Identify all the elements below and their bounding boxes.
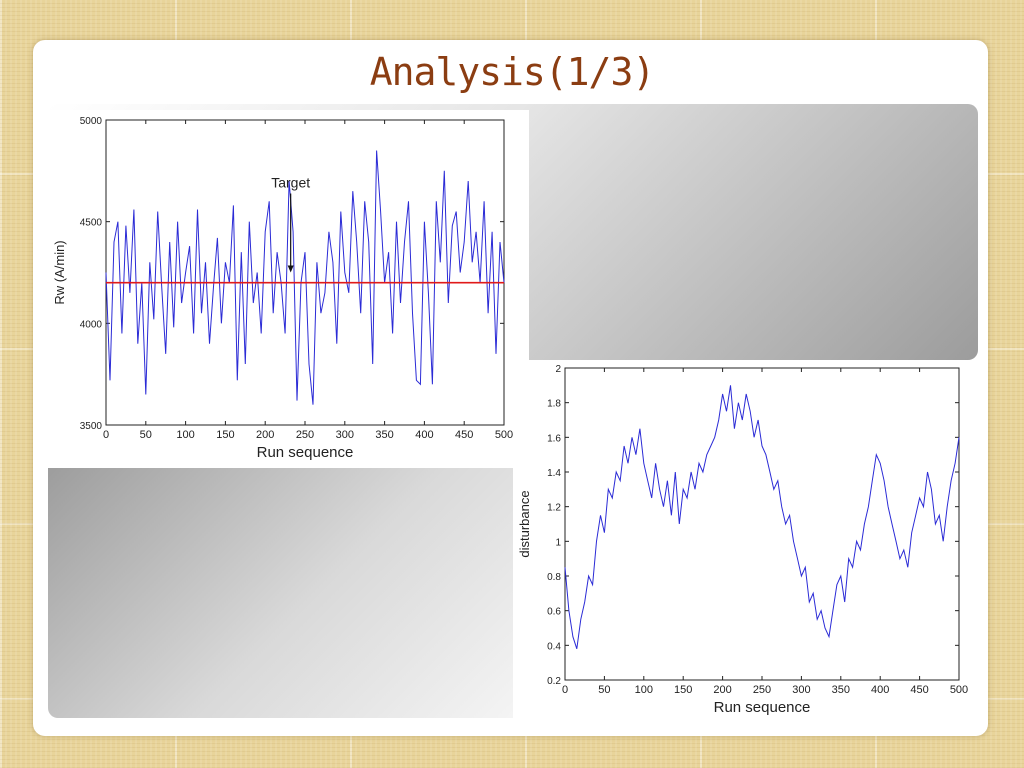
chart0-series-line-0 <box>105 150 505 405</box>
chart1-x-tick-label: 150 <box>674 684 692 696</box>
chart1-y-tick-label: 1.4 <box>547 468 561 479</box>
chart0-x-tick-label: 0 <box>103 429 109 441</box>
gradient-panel-bottom-left <box>48 468 513 718</box>
chart1-y-tick-label: 1.6 <box>547 433 561 444</box>
chart1-y-tick-label: 1.8 <box>547 399 561 410</box>
chart0-y-tick-label: 3500 <box>80 421 103 432</box>
chart1-y-tick-label: 0.2 <box>547 676 561 687</box>
chart0-x-tick-label: 500 <box>495 429 513 441</box>
chart0-y-tick-label: 4000 <box>80 319 103 330</box>
rw-chart-frame: 0 50 100 150 200 250 300 350 400 450 500 3500 4000 45… <box>48 110 529 468</box>
chart1-y-tick-label: 0.6 <box>547 607 561 618</box>
chart0-x-tick-label: 50 <box>140 429 152 441</box>
chart0-x-tick-label: 250 <box>296 429 314 441</box>
chart1-plot-frame <box>564 367 960 681</box>
chart0-x-tick-label: 150 <box>216 429 234 441</box>
chart1-x-tick-label: 500 <box>950 684 968 696</box>
chart1-x-tick-label: 300 <box>792 684 810 696</box>
rw-chart: 0 50 100 150 200 250 300 350 400 450 500 3500 4000 45… <box>52 116 513 461</box>
chart0-annotation-label: Target <box>271 175 310 191</box>
chart1-x-tick-label: 400 <box>871 684 889 696</box>
chart1-x-tick-label: 350 <box>832 684 850 696</box>
chart0-plot-frame <box>105 119 505 426</box>
chart0-y-axis-label: Rw (A/min) <box>52 240 67 304</box>
chart1-x-axis-label: Run sequence <box>714 699 811 716</box>
chart1-x-tick-label: 50 <box>598 684 610 696</box>
chart1-y-axis-label: disturbance <box>517 490 532 557</box>
chart0-x-tick-label: 300 <box>336 429 354 441</box>
chart1-x-tick-label: 0 <box>562 684 568 696</box>
chart0-annotation-arrowhead <box>287 265 294 273</box>
chart0-x-tick-label: 350 <box>375 429 393 441</box>
slide-title: Analysis(1/3) <box>369 50 655 94</box>
disturbance-chart: 0 50 100 150 200 250 300 350 400 450 500 0.2 0.4 0.6 0… <box>517 364 968 716</box>
disturbance-chart-frame: 0 50 100 150 200 250 300 350 400 450 500 0.2 0.4 0.6 0… <box>513 360 975 722</box>
chart1-y-tick-label: 2 <box>555 364 561 375</box>
chart1-y-tick-label: 0.8 <box>547 572 561 583</box>
chart0-x-tick-label: 200 <box>256 429 274 441</box>
chart1-y-tick-label: 1.2 <box>547 503 561 514</box>
chart1-y-tick-label: 1 <box>555 537 561 548</box>
chart1-x-tick-label: 450 <box>910 684 928 696</box>
chart0-x-tick-label: 450 <box>455 429 473 441</box>
chart1-x-tick-label: 100 <box>635 684 653 696</box>
chart0-x-tick-label: 100 <box>176 429 194 441</box>
chart1-x-tick-label: 250 <box>753 684 771 696</box>
chart0-y-tick-label: 4500 <box>80 218 103 229</box>
chart1-x-tick-label: 200 <box>713 684 731 696</box>
chart0-y-tick-label: 5000 <box>80 116 103 127</box>
chart0-x-tick-label: 400 <box>415 429 433 441</box>
chart0-x-axis-label: Run sequence <box>257 444 354 461</box>
chart1-y-tick-label: 0.4 <box>547 641 561 652</box>
chart1-series-line-0 <box>564 385 960 649</box>
